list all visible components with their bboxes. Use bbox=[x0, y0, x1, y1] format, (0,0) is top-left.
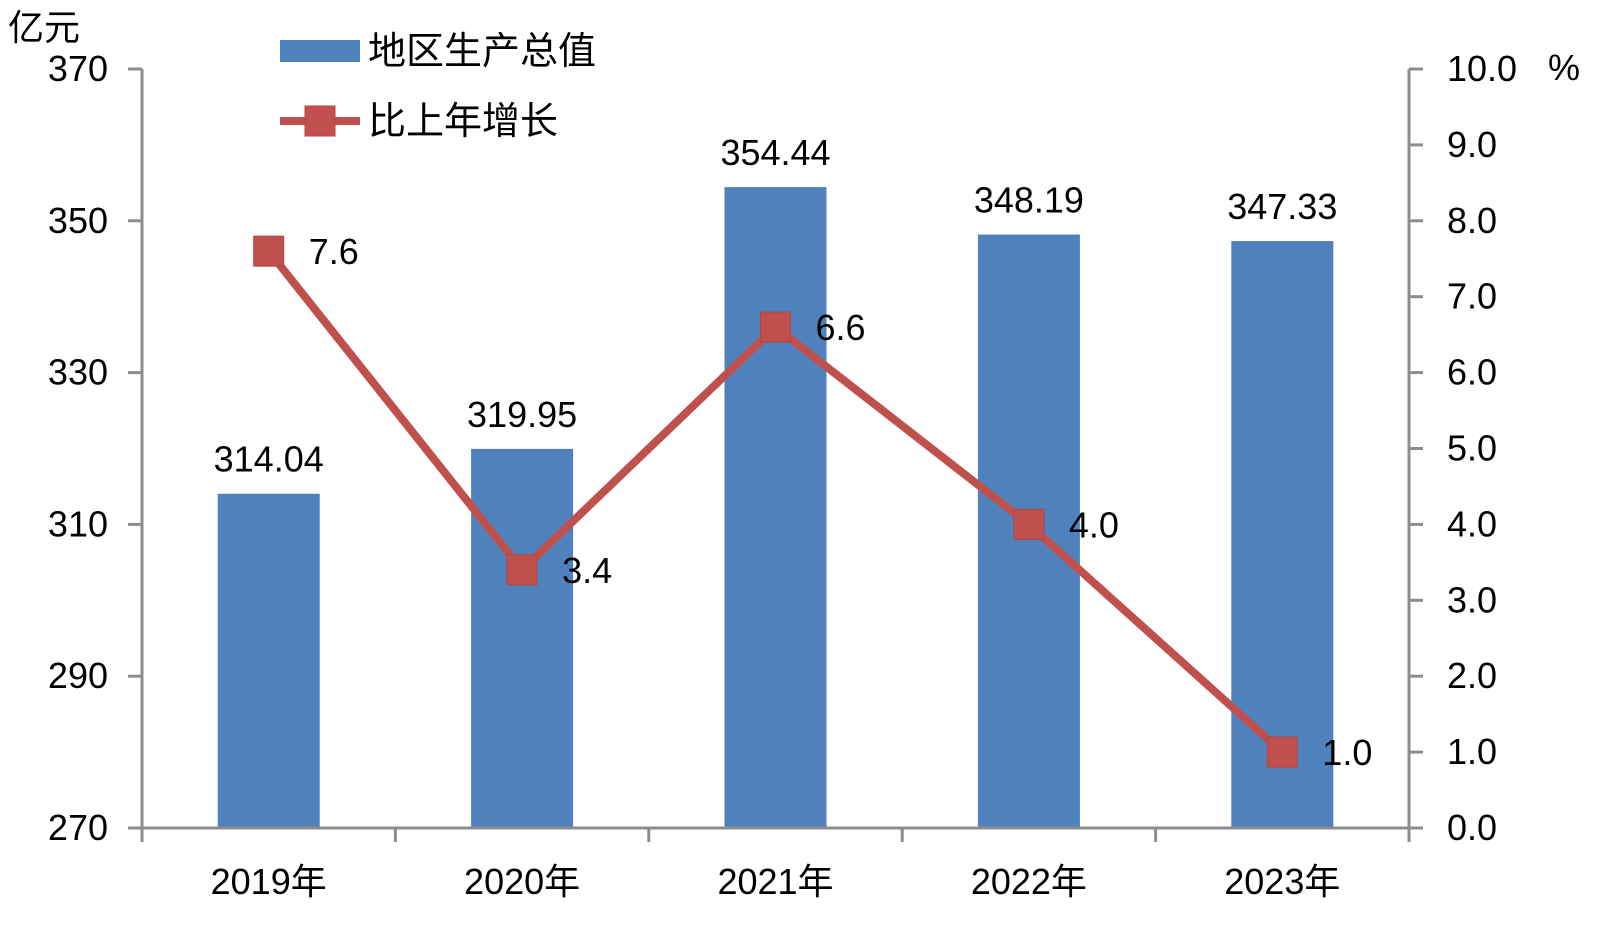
left-tick-label-1: 290 bbox=[48, 655, 108, 696]
legend: 地区生产总值 比上年增长 bbox=[280, 31, 596, 143]
bar-1 bbox=[471, 448, 574, 828]
bar-value-label-4: 347.33 bbox=[1227, 186, 1337, 227]
left-axis-unit: 亿元 bbox=[8, 7, 80, 48]
right-tick-label-10: 10.0 bbox=[1447, 48, 1517, 89]
left-tick-label-4: 350 bbox=[48, 200, 108, 241]
right-tick-label-1: 1.0 bbox=[1447, 731, 1497, 772]
growth-value-label-1: 3.4 bbox=[562, 550, 612, 591]
right-tick-label-8: 8.0 bbox=[1447, 200, 1497, 241]
right-axis-unit: % bbox=[1548, 47, 1580, 88]
x-tick-label-4: 2023年 bbox=[1224, 861, 1340, 902]
axes-layer: 270 290 310 330 350 370 0.0 1.0 2.0 3.0 4.0 5.0 6.0 7… bbox=[48, 48, 1517, 902]
right-tick-label-2: 2.0 bbox=[1447, 655, 1497, 696]
legend-marker-growth bbox=[304, 105, 336, 137]
bar-value-label-0: 314.04 bbox=[214, 439, 324, 480]
growth-value-label-0: 7.6 bbox=[309, 231, 359, 272]
right-tick-label-0: 0.0 bbox=[1447, 807, 1497, 848]
legend-label-growth: 比上年增长 bbox=[368, 101, 558, 143]
right-tick-label-9: 9.0 bbox=[1447, 124, 1497, 165]
bar-2 bbox=[724, 187, 827, 828]
right-tick-label-4: 4.0 bbox=[1447, 503, 1497, 544]
left-tick-label-2: 310 bbox=[48, 503, 108, 544]
growth-marker-3 bbox=[1013, 508, 1045, 540]
left-tick-label-3: 330 bbox=[48, 352, 108, 393]
bar-value-label-2: 354.44 bbox=[720, 132, 830, 173]
bar-value-label-3: 348.19 bbox=[974, 180, 1084, 221]
x-tick-label-2: 2021年 bbox=[717, 861, 833, 902]
right-tick-label-6: 6.0 bbox=[1447, 352, 1497, 393]
growth-marker-4 bbox=[1266, 736, 1298, 768]
growth-value-label-3: 4.0 bbox=[1069, 504, 1119, 545]
right-tick-label-5: 5.0 bbox=[1447, 428, 1497, 469]
labels-layer: 314.04 319.95 354.44 348.19 347.33 7.6 3.4 6.6 4… bbox=[214, 132, 1373, 773]
right-tick-label-7: 7.0 bbox=[1447, 276, 1497, 317]
x-tick-label-1: 2020年 bbox=[464, 861, 580, 902]
right-tick-label-3: 3.0 bbox=[1447, 579, 1497, 620]
bar-0 bbox=[217, 493, 320, 828]
legend-swatch-gdp bbox=[280, 40, 360, 62]
bars-layer bbox=[217, 187, 1334, 828]
left-tick-label-0: 270 bbox=[48, 807, 108, 848]
x-tick-label-0: 2019年 bbox=[211, 861, 327, 902]
bar-value-label-1: 319.95 bbox=[467, 394, 577, 435]
growth-marker-1 bbox=[506, 554, 538, 586]
line-layer bbox=[253, 235, 1298, 768]
growth-marker-0 bbox=[253, 235, 285, 267]
legend-label-gdp: 地区生产总值 bbox=[368, 31, 596, 73]
growth-value-label-4: 1.0 bbox=[1322, 732, 1372, 773]
x-tick-label-3: 2022年 bbox=[971, 861, 1087, 902]
growth-value-label-2: 6.6 bbox=[816, 307, 866, 348]
left-tick-label-5: 370 bbox=[48, 48, 108, 89]
growth-marker-2 bbox=[760, 311, 791, 343]
bar-4 bbox=[1231, 241, 1334, 828]
